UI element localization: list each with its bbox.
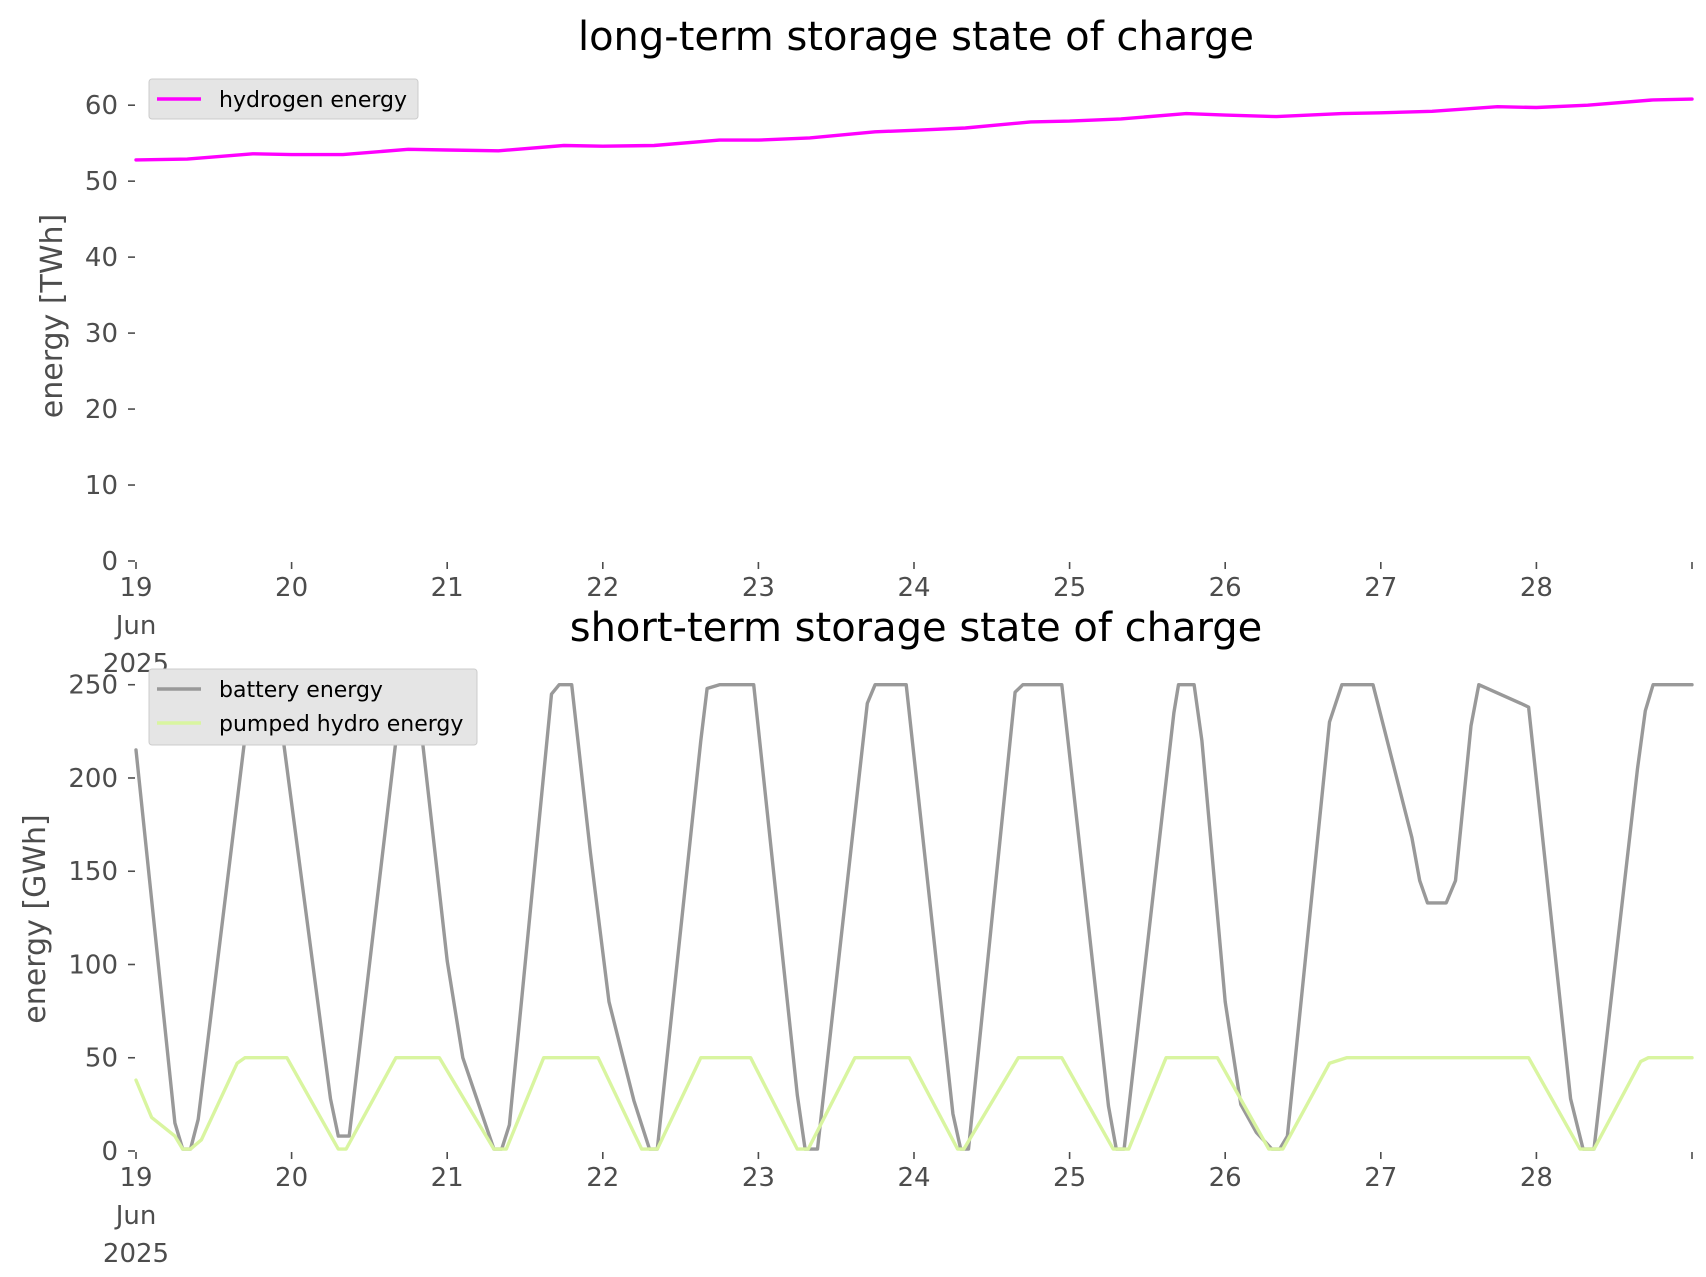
x-tick-label: 25 — [1053, 1163, 1086, 1193]
x-tick-label: 28 — [1520, 573, 1553, 603]
y-tick-label: 40 — [85, 243, 118, 273]
series-line — [134, 1055, 1694, 1151]
series-line — [134, 97, 1694, 162]
series-lines — [134, 683, 1694, 1151]
x-tick-label: 23 — [742, 573, 775, 603]
y-tick-label: 30 — [85, 319, 118, 349]
short-term-storage-chart: short-term storage state of charge energ… — [18, 605, 1694, 1269]
legend: hydrogen energy — [148, 78, 419, 120]
y-tick-label: 200 — [68, 764, 118, 794]
y-axis-ticks: 0 50 100 150 200 250 — [68, 671, 135, 1167]
y-axis-label: energy [TWh] — [35, 214, 70, 418]
x-tick-label: 21 — [431, 573, 464, 603]
y-tick-label: 50 — [85, 167, 118, 197]
x-tick-label: 22 — [586, 1163, 619, 1193]
legend-label: battery energy — [219, 678, 383, 703]
series-line — [134, 683, 1694, 1151]
y-tick-label: 0 — [101, 547, 118, 577]
y-axis-label: energy [GWh] — [18, 814, 53, 1023]
series-lines — [134, 97, 1694, 162]
x-axis-ticks: 19 Jun 2025 20 21 22 23 24 25 26 27 28 — [103, 1152, 1693, 1269]
x-tick-label: 26 — [1209, 573, 1242, 603]
legend-box — [148, 668, 478, 746]
y-tick-label: 20 — [85, 395, 118, 425]
x-tick-label: 24 — [897, 1163, 930, 1193]
y-axis-ticks: 0 10 20 30 40 50 60 — [85, 91, 135, 577]
x-tick-label: 20 — [275, 573, 308, 603]
x-tick-label: 2025 — [103, 1239, 169, 1269]
x-tick-label: 23 — [742, 1163, 775, 1193]
legend: battery energy pumped hydro energy — [148, 668, 478, 746]
y-tick-label: 60 — [85, 91, 118, 121]
x-tick-label: 27 — [1364, 573, 1397, 603]
x-tick-label: 28 — [1520, 1163, 1553, 1193]
chart-title: short-term storage state of charge — [570, 605, 1263, 651]
x-tick-label: 21 — [431, 1163, 464, 1193]
long-term-storage-chart: long-term storage state of charge energy… — [35, 14, 1694, 679]
y-tick-label: 150 — [68, 857, 118, 887]
x-tick-label: 26 — [1209, 1163, 1242, 1193]
x-tick-label: 22 — [586, 573, 619, 603]
x-tick-label: 20 — [275, 1163, 308, 1193]
chart-title: long-term storage state of charge — [578, 14, 1254, 60]
legend-label: pumped hydro energy — [219, 712, 463, 737]
x-tick-label: 19 — [119, 573, 152, 603]
x-tick-label: 25 — [1053, 573, 1086, 603]
y-tick-label: 10 — [85, 471, 118, 501]
x-tick-label: Jun — [114, 1201, 157, 1231]
x-tick-label: 19 — [119, 1163, 152, 1193]
x-tick-label: Jun — [114, 611, 157, 641]
y-tick-label: 100 — [68, 950, 118, 980]
legend-box — [148, 78, 419, 120]
x-tick-label: 27 — [1364, 1163, 1397, 1193]
y-tick-label: 0 — [101, 1137, 118, 1167]
y-tick-label: 250 — [68, 671, 118, 701]
y-tick-label: 50 — [85, 1044, 118, 1074]
legend-label: hydrogen energy — [219, 88, 407, 113]
x-tick-label: 24 — [897, 573, 930, 603]
